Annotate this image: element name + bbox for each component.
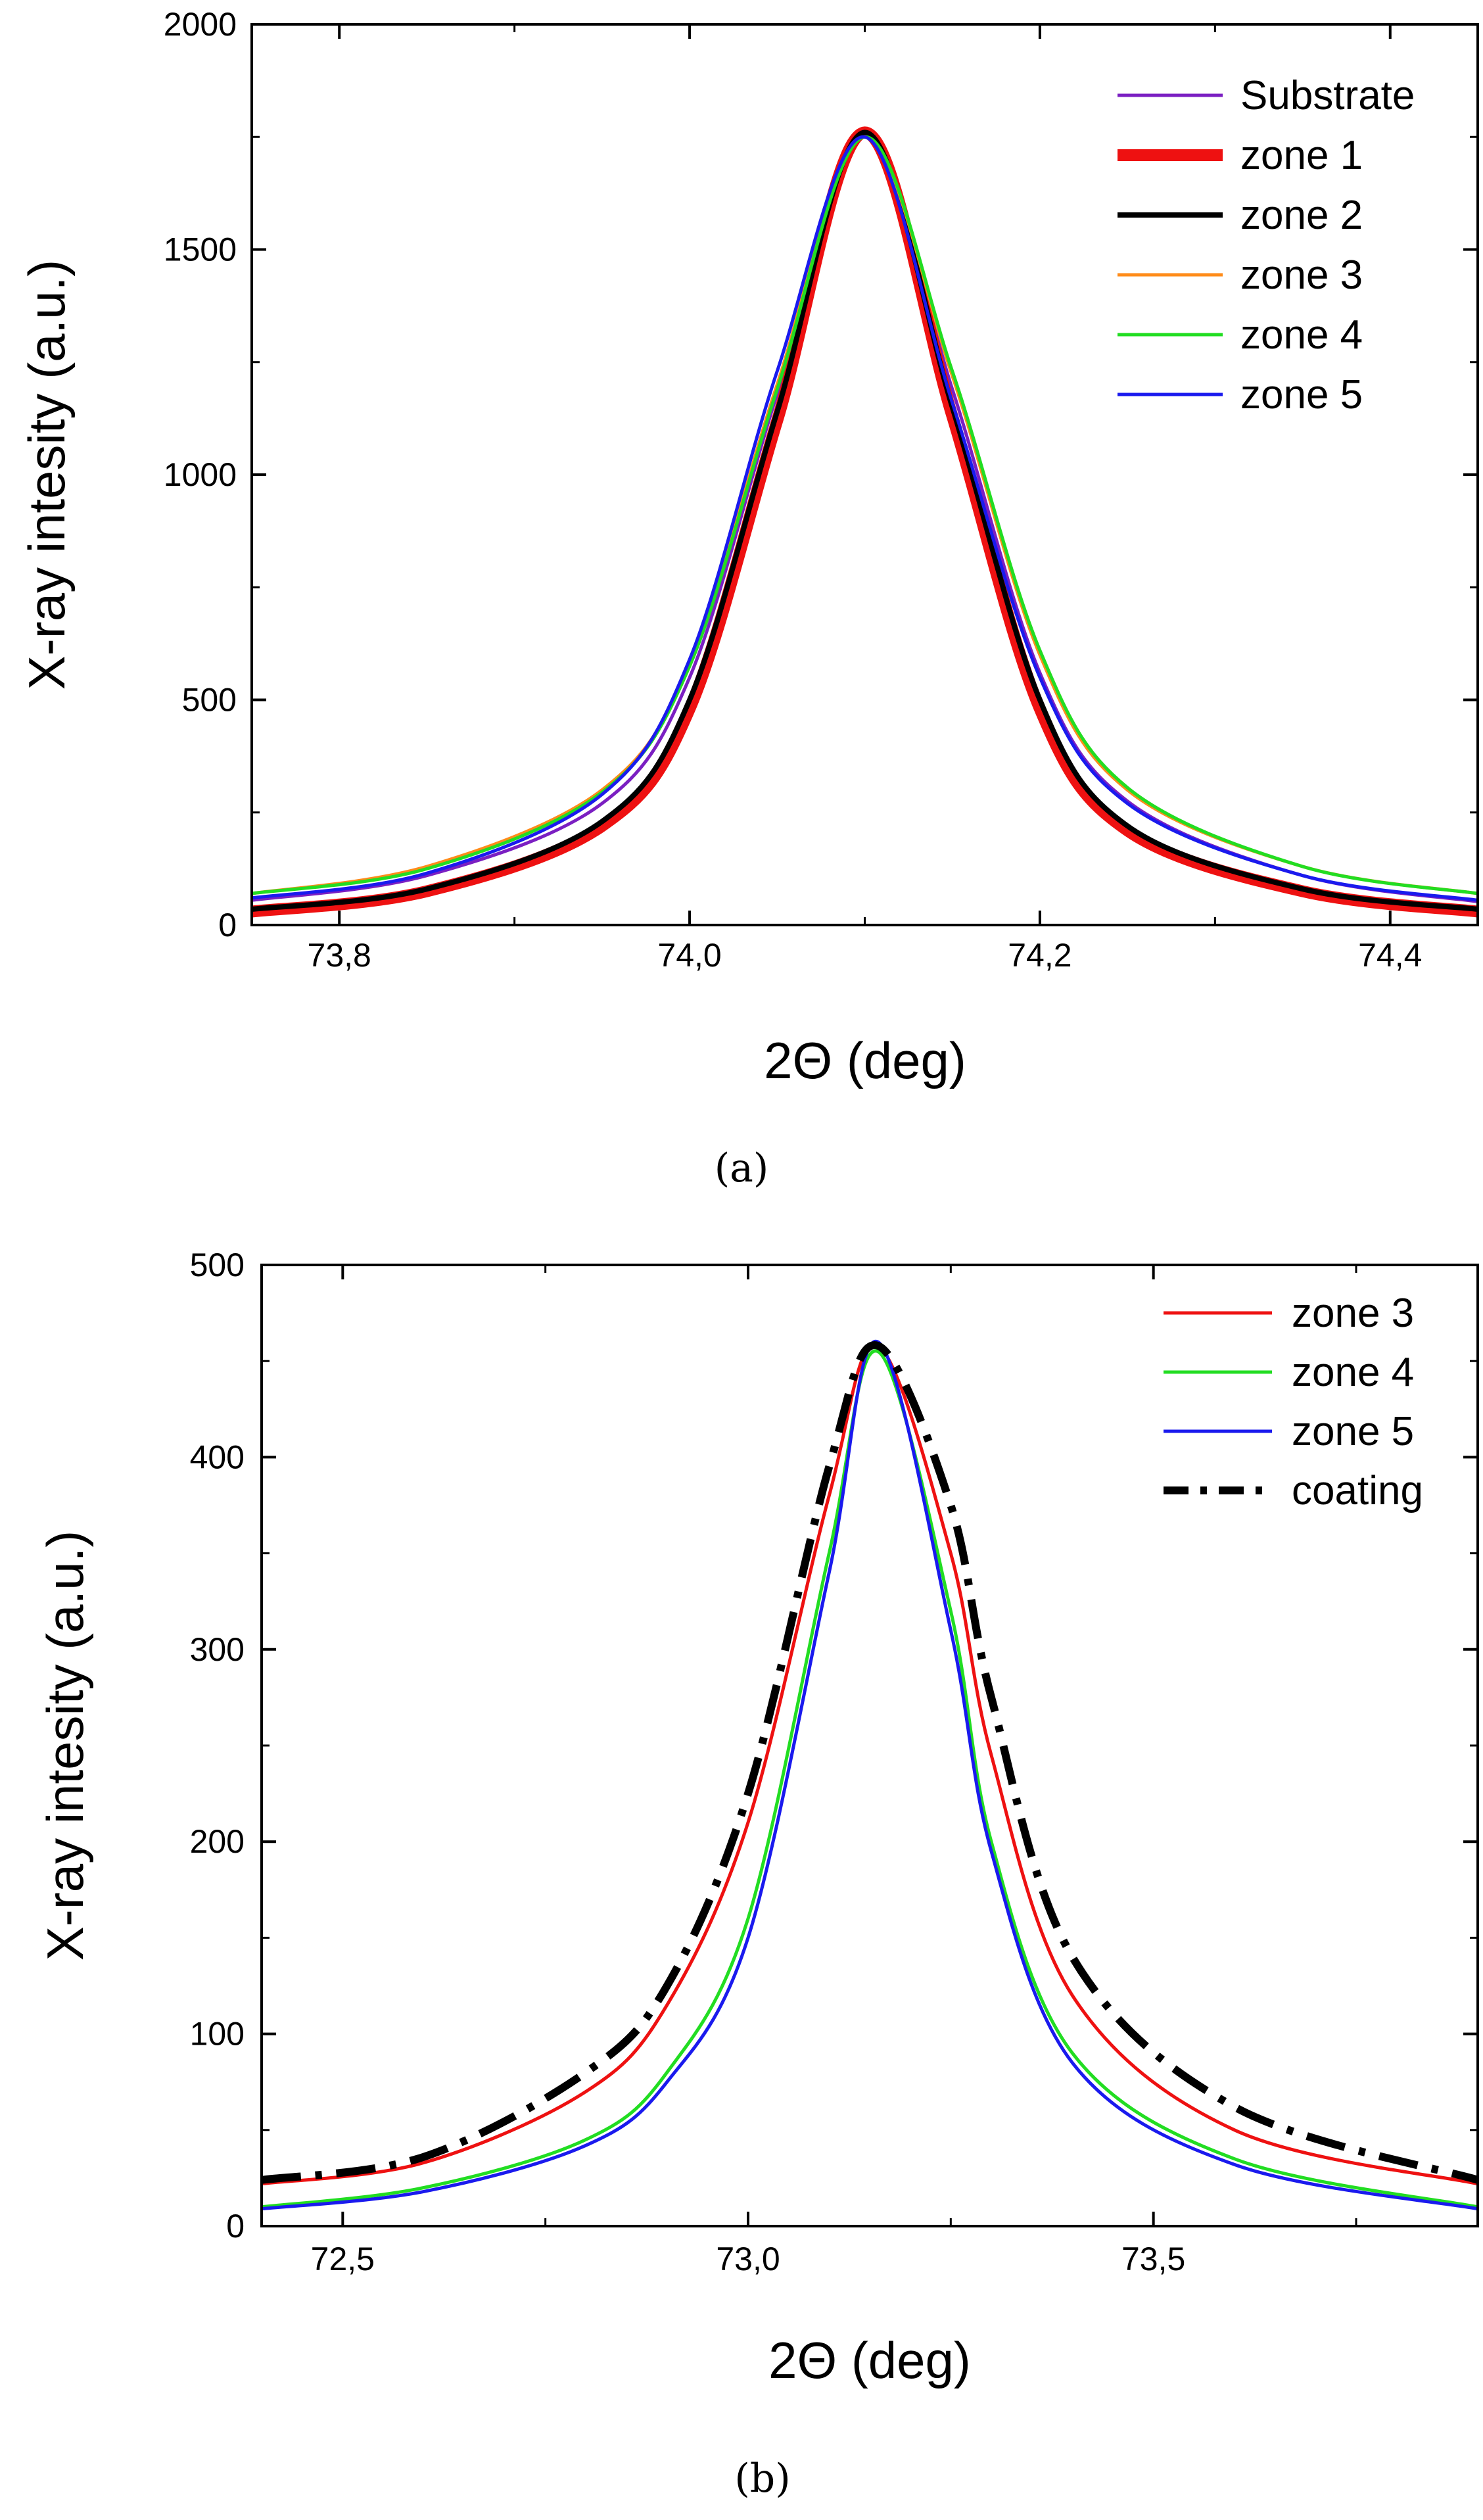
y-tick-label: 0 xyxy=(226,2208,245,2245)
y-tick-label: 100 xyxy=(190,2016,245,2053)
caption: (b) xyxy=(734,2456,790,2502)
legend-label: coating xyxy=(1292,1468,1423,1513)
caption: (a) xyxy=(715,1145,769,1191)
legend-label: zone 5 xyxy=(1240,372,1363,417)
y-tick-label: 200 xyxy=(190,1823,245,1860)
legend-label: zone 2 xyxy=(1240,193,1363,238)
y-tick-label: 500 xyxy=(182,682,237,719)
series-line-zone-4 xyxy=(262,1349,1478,2209)
legend: Substrate zone 1 zone 2 zone 3 zone 4 zone 5 xyxy=(1118,73,1415,417)
x-tick-label: 73,8 xyxy=(308,937,371,974)
x-tick-label: 72,5 xyxy=(311,2241,375,2277)
chart-panel-b: 72,5 73,0 73,5 0 100 200 300 400 500 2Θ (deg) X-… xyxy=(36,1247,1479,2502)
legend-label: zone 4 xyxy=(1292,1350,1414,1395)
legend: zone 3 zone 4 zone 5 coating xyxy=(1164,1291,1423,1513)
y-tick-label: 400 xyxy=(190,1438,245,1475)
series-line-zone-5 xyxy=(252,135,1478,902)
y-tick-label: 300 xyxy=(190,1631,245,1668)
legend-label: zone 5 xyxy=(1292,1409,1414,1454)
legend-label: Substrate xyxy=(1240,73,1415,118)
series-line-zone-4 xyxy=(252,135,1478,895)
x-tick-label: 73,0 xyxy=(716,2241,780,2277)
y-tick-label: 1500 xyxy=(164,231,237,268)
x-tick-label: 74,0 xyxy=(657,937,721,974)
series-line-zone-2 xyxy=(252,130,1478,912)
x-tick-label: 74,4 xyxy=(1358,937,1422,974)
x-axis-label: 2Θ (deg) xyxy=(768,2331,971,2389)
x-tick-label: 74,2 xyxy=(1008,937,1071,974)
series-line-substrate xyxy=(252,130,1478,903)
legend-label: zone 3 xyxy=(1240,252,1363,298)
x-tick-label: 73,5 xyxy=(1121,2241,1185,2277)
y-axis-label: X-ray intesity (a.u.) xyxy=(36,1531,94,1961)
chart-panel-a: 73,8 74,0 74,2 74,4 0 500 1000 1500 2000 2Θ (deg… xyxy=(18,6,1479,1191)
legend-label: zone 4 xyxy=(1240,312,1363,358)
series-line-zone-1 xyxy=(252,126,1478,918)
y-tick-label: 0 xyxy=(218,907,237,943)
series-line-zone-3 xyxy=(252,135,1478,895)
y-tick-label: 2000 xyxy=(164,6,237,43)
legend-label: zone 3 xyxy=(1292,1291,1414,1336)
y-tick-label: 500 xyxy=(190,1247,245,1283)
y-tick-label: 1000 xyxy=(164,456,237,493)
y-axis-label: X-ray intesity (a.u.) xyxy=(18,260,76,690)
series-line-coating xyxy=(262,1341,1478,2184)
legend-label: zone 1 xyxy=(1240,133,1363,178)
x-axis-label: 2Θ (deg) xyxy=(764,1032,966,1089)
